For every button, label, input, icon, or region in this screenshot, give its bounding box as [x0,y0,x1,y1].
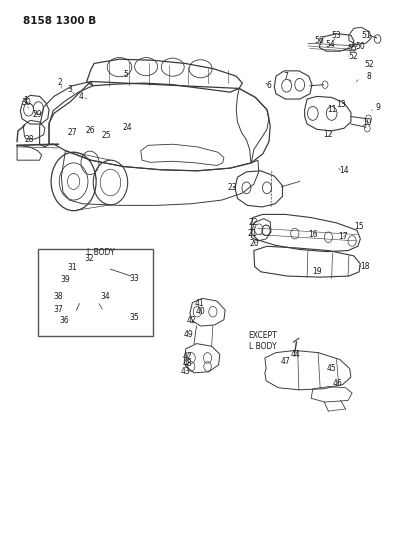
Text: 54: 54 [326,40,335,49]
Bar [38,249,153,336]
Text: 18: 18 [360,262,370,271]
Text: 35: 35 [129,312,139,321]
Text: 37: 37 [53,304,63,313]
Text: 5: 5 [123,70,128,78]
Text: 7: 7 [283,71,288,80]
Text: 42: 42 [186,316,196,325]
Text: 52: 52 [348,52,358,61]
Text: 48: 48 [182,359,192,368]
Text: 36: 36 [59,316,69,325]
Text: 12: 12 [323,130,332,139]
Text: 38: 38 [53,292,63,301]
Text: 8158 1300 B: 8158 1300 B [23,15,97,26]
Text: 43: 43 [181,367,191,376]
Text: EXCEPT
L BODY: EXCEPT L BODY [249,331,277,351]
Text: 27: 27 [67,128,77,137]
Text: 1: 1 [23,95,28,104]
Text: 21: 21 [248,229,257,238]
Text: 11: 11 [327,104,337,114]
Text: 2: 2 [58,77,62,86]
Text: 20: 20 [250,239,259,248]
Text: 44: 44 [291,350,300,359]
Text: 8: 8 [367,71,372,80]
Text: 33: 33 [129,273,139,282]
Text: 55: 55 [347,44,357,53]
Text: 23: 23 [227,183,237,192]
Text: 31: 31 [67,263,77,272]
Text: 6: 6 [267,81,271,90]
Text: 46: 46 [332,379,342,388]
Text: 45: 45 [327,364,337,373]
Text: 4: 4 [79,92,83,101]
Text: 47: 47 [280,357,290,366]
Text: 52: 52 [365,60,374,69]
Text: 39: 39 [60,275,70,284]
Text: 14: 14 [339,166,349,175]
Text: 34: 34 [100,292,110,301]
Text: 16: 16 [308,230,318,239]
Text: 28: 28 [25,135,34,144]
Text: 9: 9 [375,102,380,111]
Text: 25: 25 [102,131,111,140]
Text: 26: 26 [85,126,95,135]
Text: 13: 13 [337,100,346,109]
Text: 30: 30 [22,98,31,107]
Text: 53: 53 [332,31,342,40]
Text: 56: 56 [314,36,324,45]
Text: 15: 15 [355,222,364,231]
Text: 17: 17 [338,232,348,241]
Text: 42: 42 [182,352,192,361]
Text: 22: 22 [249,219,258,228]
Text: L BODY: L BODY [87,248,115,257]
Text: 51: 51 [362,31,371,40]
Text: 50: 50 [356,43,365,52]
Text: 10: 10 [363,118,372,127]
Text: 29: 29 [33,110,42,119]
Text: 49: 49 [183,330,193,339]
Text: 40: 40 [196,307,206,316]
Text: 19: 19 [312,268,322,276]
Text: 24: 24 [122,123,132,132]
Text: 32: 32 [84,254,94,263]
Text: 3: 3 [67,85,72,94]
Text: 41: 41 [194,299,204,308]
